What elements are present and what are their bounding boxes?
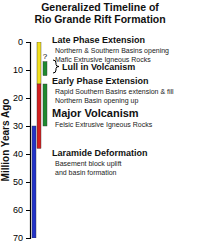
bars: [32, 42, 47, 238]
axis-line: [26, 43, 31, 239]
tick-label: 40: [13, 149, 23, 159]
tick: 10: [13, 65, 30, 75]
tick-label: 60: [13, 205, 23, 215]
period-note: Northern Basin opening up: [55, 97, 138, 105]
period-label: Late Phase Extension: [52, 35, 145, 45]
period-bar: [37, 42, 41, 84]
title-line: Generalized Timeline of: [41, 1, 159, 13]
period-label: Early Phase Extension: [52, 76, 149, 86]
tick-label: 20: [13, 93, 23, 103]
tick: 20: [13, 93, 30, 103]
tick: 0: [18, 37, 30, 47]
period-note: Northern & Southern Basins opening: [55, 47, 169, 55]
bracket: [53, 60, 59, 73]
tick-label: 70: [13, 233, 23, 243]
tick-mark: [26, 98, 30, 99]
chart: Generalized Timeline ofRio Grande Rift F…: [0, 0, 199, 250]
tick-label: 0: [18, 37, 23, 47]
tick: 30: [13, 121, 30, 131]
labels: Late Phase Extension Northern & Southern …: [43, 35, 174, 176]
tick-mark: [26, 182, 30, 183]
period-bar: [37, 84, 41, 148]
period-label: Major Volcanism: [52, 107, 139, 119]
tick-label: 50: [13, 177, 23, 187]
period-note: and basin formation: [55, 169, 117, 176]
tick-mark: [26, 126, 30, 127]
tick: 70: [13, 233, 30, 243]
period-bar: [43, 84, 47, 126]
tick-mark: [26, 42, 30, 43]
period-bar: [32, 126, 36, 238]
tick-label: 10: [13, 65, 23, 75]
tick: 60: [13, 205, 30, 215]
tick-mark: [26, 154, 30, 155]
tick-mark: [26, 238, 30, 239]
tick: 40: [13, 149, 30, 159]
tick-label: 30: [13, 121, 23, 131]
y-axis: 0 10 20 30 40 50 60 70: [13, 37, 31, 243]
period-label: Laramide Deformation: [52, 148, 148, 158]
y-axis-title: Million Years Ago: [0, 99, 11, 182]
period-note: Felsic Extrusive Igneous Rocks: [55, 121, 153, 129]
tick-mark: [26, 70, 30, 71]
tick-mark: [26, 210, 30, 211]
title: Generalized Timeline ofRio Grande Rift F…: [34, 1, 165, 25]
period-bar: [43, 62, 47, 76]
title-line: Rio Grande Rift Formation: [34, 13, 165, 25]
period-note: Basement block uplift: [55, 160, 122, 168]
tick: 50: [13, 177, 30, 187]
query-mark: ?: [43, 52, 48, 61]
period-note: Rapid Southern Basins extension & fill: [55, 88, 174, 96]
period-label: Lull in Volcanism: [62, 62, 135, 72]
